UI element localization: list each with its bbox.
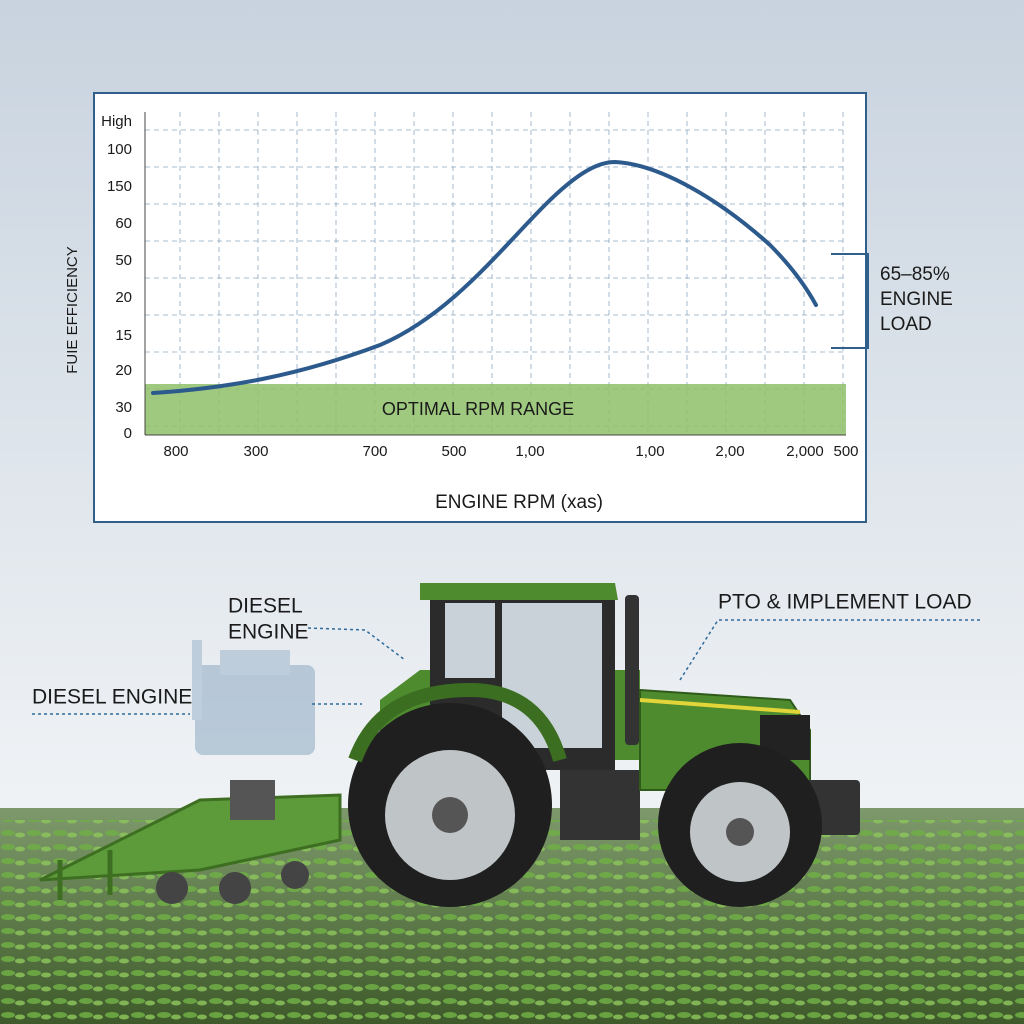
y-tick-label: 50 bbox=[115, 252, 132, 269]
x-tick-label: 1,00 bbox=[515, 443, 544, 460]
optimal-band bbox=[145, 384, 846, 435]
callout: DIESEL bbox=[228, 595, 303, 618]
y-tick-label: 60 bbox=[115, 215, 132, 232]
engine-illustration bbox=[192, 640, 315, 755]
x-tick-label: 700 bbox=[362, 443, 387, 460]
band-label: OPTIMAL RPM RANGE bbox=[382, 399, 574, 419]
y-tick-label: 20 bbox=[115, 289, 132, 306]
bracket-label: 65–85% bbox=[880, 264, 950, 285]
load-bracket bbox=[831, 253, 869, 349]
x-tick-label: 2,000 bbox=[786, 443, 824, 460]
x-tick-label: 2,00 bbox=[715, 443, 744, 460]
y-tick-label: 15 bbox=[115, 327, 132, 344]
x-tick-label: 500 bbox=[833, 443, 858, 460]
efficiency-curve bbox=[151, 159, 818, 395]
x-tick-label: 300 bbox=[243, 443, 268, 460]
x-axis-title: ENGINE RPM (xas) bbox=[435, 492, 603, 513]
x-tick-label: 800 bbox=[163, 443, 188, 460]
y-axis-title: FUIE EFFICIENCY bbox=[64, 246, 81, 374]
y-tick-label: 0 bbox=[124, 425, 132, 442]
y-tick-label: 100 bbox=[107, 141, 132, 158]
callout: ENGINE bbox=[228, 621, 309, 644]
callout: DIESEL ENGINE bbox=[32, 686, 192, 709]
y-tick-label: High bbox=[101, 113, 132, 130]
chart-panel bbox=[93, 92, 867, 523]
x-tick-label: 500 bbox=[441, 443, 466, 460]
y-tick-label: 150 bbox=[107, 178, 132, 195]
leader-line bbox=[32, 703, 362, 715]
x-tick-label: 1,00 bbox=[635, 443, 664, 460]
tractor bbox=[348, 583, 860, 907]
y-tick-label: 20 bbox=[115, 362, 132, 379]
bracket-label: LOAD bbox=[880, 314, 932, 335]
implement bbox=[39, 780, 342, 904]
callout: PTO & IMPLEMENT LOAD bbox=[718, 591, 972, 614]
leader-line bbox=[307, 627, 406, 661]
y-tick-label: 30 bbox=[115, 399, 132, 416]
bracket-label: ENGINE bbox=[880, 289, 953, 310]
